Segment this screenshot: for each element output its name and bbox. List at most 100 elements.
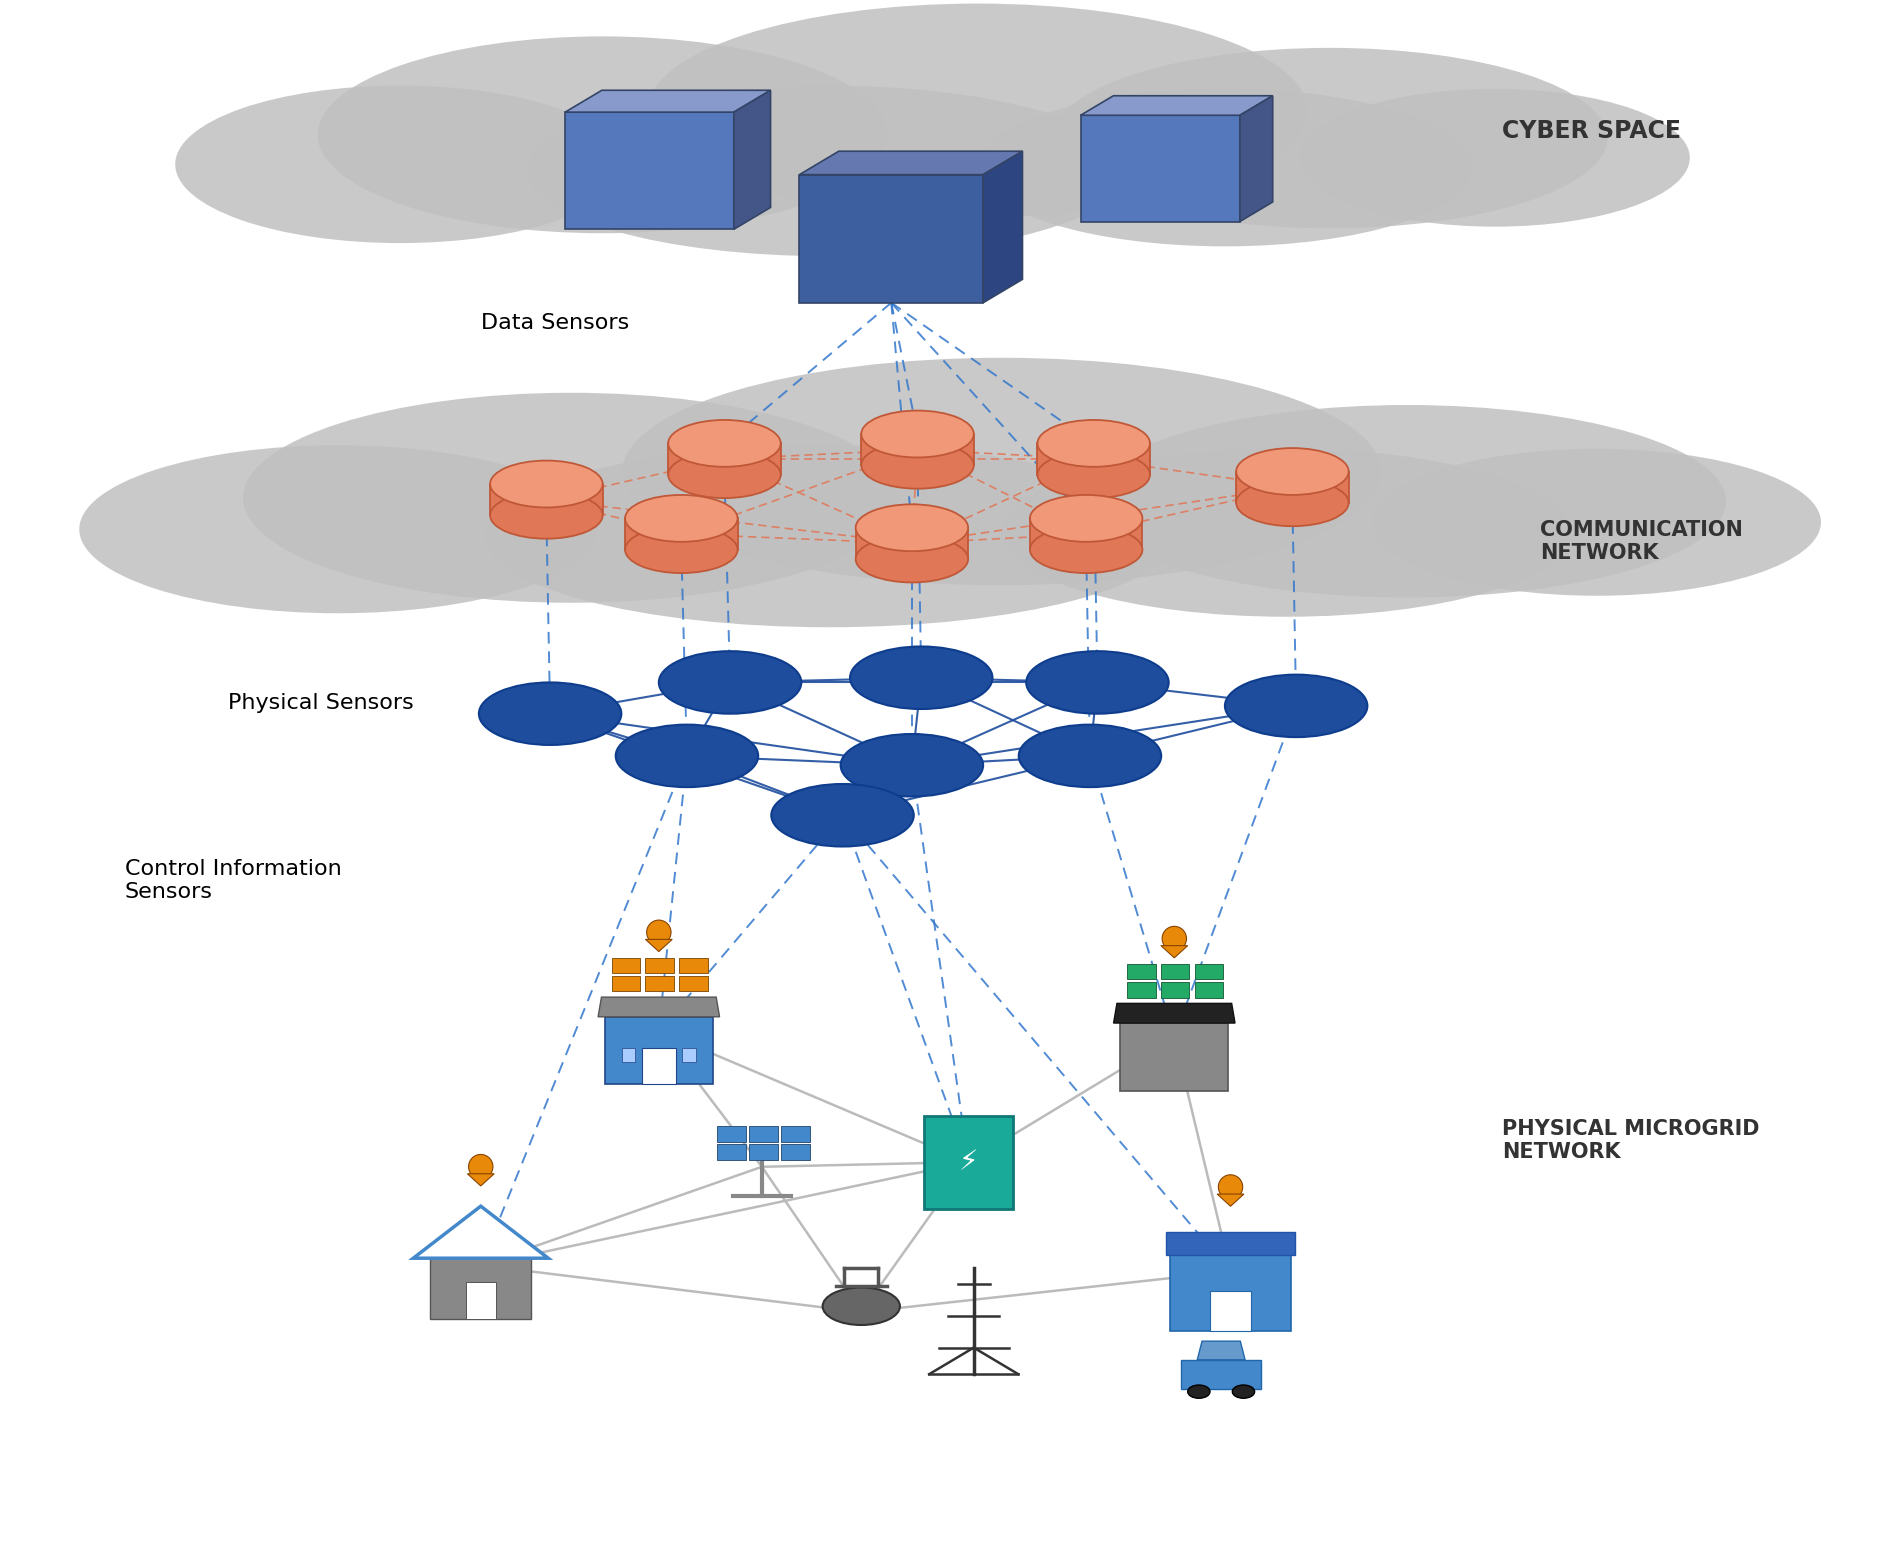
Ellipse shape	[840, 734, 983, 797]
Ellipse shape	[1226, 674, 1367, 737]
Polygon shape	[645, 958, 675, 974]
Polygon shape	[1128, 982, 1156, 997]
Polygon shape	[733, 91, 771, 229]
Polygon shape	[1194, 982, 1224, 997]
Ellipse shape	[978, 89, 1472, 246]
Polygon shape	[1081, 96, 1273, 116]
Polygon shape	[750, 1145, 778, 1160]
Ellipse shape	[658, 651, 801, 713]
Ellipse shape	[647, 3, 1307, 216]
Ellipse shape	[622, 358, 1382, 585]
Ellipse shape	[1026, 651, 1169, 713]
Ellipse shape	[667, 452, 780, 499]
Polygon shape	[1113, 1004, 1235, 1022]
Polygon shape	[983, 151, 1023, 303]
Ellipse shape	[667, 420, 780, 467]
Polygon shape	[799, 174, 983, 303]
Ellipse shape	[468, 1154, 493, 1179]
Text: ⚡: ⚡	[959, 1148, 978, 1176]
Polygon shape	[799, 151, 1023, 174]
Ellipse shape	[1030, 527, 1143, 572]
Polygon shape	[611, 975, 641, 991]
Polygon shape	[466, 1283, 496, 1319]
Ellipse shape	[1038, 420, 1151, 467]
Polygon shape	[861, 434, 974, 466]
Polygon shape	[718, 1126, 746, 1142]
Text: Data Sensors: Data Sensors	[481, 314, 630, 332]
Polygon shape	[679, 975, 707, 991]
Ellipse shape	[175, 86, 624, 243]
Ellipse shape	[850, 646, 993, 709]
Ellipse shape	[485, 445, 1175, 627]
Ellipse shape	[1038, 452, 1151, 499]
Polygon shape	[1169, 1254, 1292, 1331]
Ellipse shape	[79, 445, 596, 613]
Polygon shape	[1081, 116, 1241, 221]
Polygon shape	[1162, 946, 1188, 958]
Polygon shape	[750, 1126, 778, 1142]
Ellipse shape	[1053, 49, 1607, 229]
Polygon shape	[1194, 964, 1224, 980]
Polygon shape	[491, 485, 603, 516]
Ellipse shape	[1299, 89, 1690, 227]
Ellipse shape	[1019, 724, 1162, 787]
Text: Physical Sensors: Physical Sensors	[227, 693, 414, 713]
Ellipse shape	[624, 527, 737, 572]
Polygon shape	[1211, 1290, 1250, 1331]
Polygon shape	[1237, 472, 1348, 503]
Ellipse shape	[491, 461, 603, 508]
Polygon shape	[598, 997, 720, 1016]
Ellipse shape	[855, 536, 968, 582]
Polygon shape	[1216, 1195, 1245, 1206]
Ellipse shape	[1002, 448, 1572, 616]
Polygon shape	[1128, 964, 1156, 980]
Polygon shape	[431, 1258, 532, 1319]
Polygon shape	[566, 113, 733, 229]
Polygon shape	[1120, 1022, 1228, 1091]
Polygon shape	[1198, 1341, 1245, 1359]
Polygon shape	[611, 958, 641, 974]
Ellipse shape	[1162, 927, 1186, 950]
Polygon shape	[624, 519, 737, 550]
Ellipse shape	[243, 392, 899, 602]
Text: Control Information
Sensors: Control Information Sensors	[124, 859, 342, 903]
Polygon shape	[718, 1145, 746, 1160]
Polygon shape	[682, 1047, 696, 1062]
Text: CYBER SPACE: CYBER SPACE	[1502, 119, 1681, 143]
Polygon shape	[1166, 1232, 1295, 1254]
Ellipse shape	[617, 724, 758, 787]
Polygon shape	[1160, 964, 1190, 980]
Polygon shape	[414, 1206, 549, 1258]
Ellipse shape	[823, 1287, 901, 1325]
Polygon shape	[1241, 96, 1273, 221]
Polygon shape	[780, 1145, 810, 1160]
Ellipse shape	[1089, 405, 1726, 597]
Polygon shape	[679, 958, 707, 974]
Polygon shape	[605, 1016, 713, 1085]
Polygon shape	[645, 939, 673, 952]
Polygon shape	[622, 1047, 635, 1062]
Polygon shape	[855, 528, 968, 560]
Ellipse shape	[855, 505, 968, 552]
Polygon shape	[923, 1115, 1013, 1209]
Ellipse shape	[771, 784, 914, 847]
Ellipse shape	[528, 86, 1128, 256]
Ellipse shape	[1231, 1385, 1254, 1399]
Polygon shape	[566, 91, 771, 113]
Ellipse shape	[1372, 448, 1822, 596]
Ellipse shape	[1237, 480, 1348, 527]
Polygon shape	[645, 975, 675, 991]
Polygon shape	[780, 1126, 810, 1142]
Ellipse shape	[1237, 448, 1348, 495]
Ellipse shape	[624, 495, 737, 543]
Ellipse shape	[861, 442, 974, 489]
Text: PHYSICAL MICROGRID
NETWORK: PHYSICAL MICROGRID NETWORK	[1502, 1118, 1760, 1162]
Polygon shape	[1030, 519, 1143, 550]
Ellipse shape	[1218, 1174, 1243, 1200]
Text: COMMUNICATION
NETWORK: COMMUNICATION NETWORK	[1540, 521, 1743, 563]
Ellipse shape	[647, 920, 671, 944]
Ellipse shape	[1030, 495, 1143, 543]
Ellipse shape	[1188, 1385, 1211, 1399]
Polygon shape	[641, 1047, 675, 1085]
Polygon shape	[667, 444, 780, 475]
